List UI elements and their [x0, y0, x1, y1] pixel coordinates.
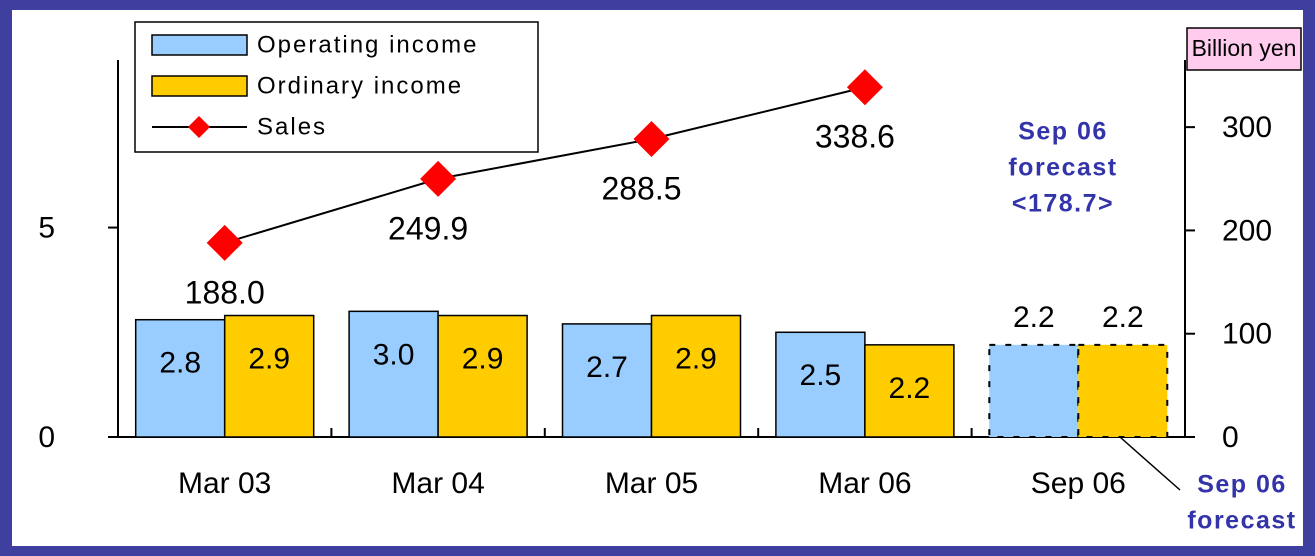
sales-marker [420, 160, 457, 197]
sales-line [224, 86, 866, 244]
bar [348, 310, 439, 438]
bar [775, 331, 866, 438]
annotation: <178.7> [1012, 190, 1114, 218]
x-tick-label: Mar 03 [178, 467, 271, 500]
bar [1077, 343, 1169, 439]
data-label: 188.0 [185, 274, 265, 310]
annotation: forecast [1008, 154, 1117, 182]
data-label: 2.7 [586, 351, 628, 384]
bar [650, 314, 742, 438]
data-label: 288.5 [601, 170, 681, 206]
sales-marker [846, 69, 883, 106]
legend-swatch [151, 34, 248, 56]
unit-box [1186, 27, 1302, 71]
bar [988, 343, 1080, 439]
x-tick-label: Mar 04 [391, 467, 484, 500]
sales-marker [633, 121, 670, 158]
legend-swatch [151, 75, 248, 97]
y2-tick-label: 0 [1222, 421, 1239, 454]
bar [864, 344, 955, 438]
data-label: 2.9 [248, 342, 290, 375]
x-tick-label: Mar 06 [818, 467, 911, 500]
y2-tick-label: 300 [1222, 111, 1272, 144]
annotation: Sep 06 [1197, 471, 1287, 499]
y2-tick-label: 100 [1222, 318, 1272, 351]
data-label: 2.9 [675, 342, 717, 375]
data-label: 2.2 [1013, 301, 1055, 334]
data-label: 2.2 [1102, 301, 1144, 334]
y-tick-label: 5 [38, 211, 55, 244]
legend-label: Operating income [257, 31, 478, 58]
data-label: 2.5 [800, 359, 842, 392]
sales-marker [206, 224, 243, 261]
annotation: Sep 06 [1018, 118, 1108, 146]
legend-marker [188, 116, 210, 138]
data-label: 249.9 [388, 210, 468, 246]
y-tick-label: 0 [38, 421, 55, 454]
bar [561, 323, 653, 438]
x-tick-label: Sep 06 [1031, 467, 1126, 500]
data-label: 2.2 [889, 372, 931, 405]
data-label: 338.6 [815, 119, 895, 155]
y2-tick-label: 200 [1222, 214, 1272, 247]
x-tick-label: Mar 05 [605, 467, 698, 500]
data-label: 2.9 [462, 342, 504, 375]
annotation: forecast [1187, 507, 1296, 535]
data-label: 2.8 [159, 347, 201, 380]
data-label: 3.0 [373, 338, 415, 371]
legend-label: Ordinary income [257, 72, 463, 99]
bar [437, 314, 528, 438]
legend-label: Sales [257, 113, 327, 140]
annotation-leader [1119, 436, 1181, 491]
bar [134, 318, 226, 438]
y2-axis-label: Billion yen [1192, 35, 1297, 61]
bar [223, 314, 315, 438]
